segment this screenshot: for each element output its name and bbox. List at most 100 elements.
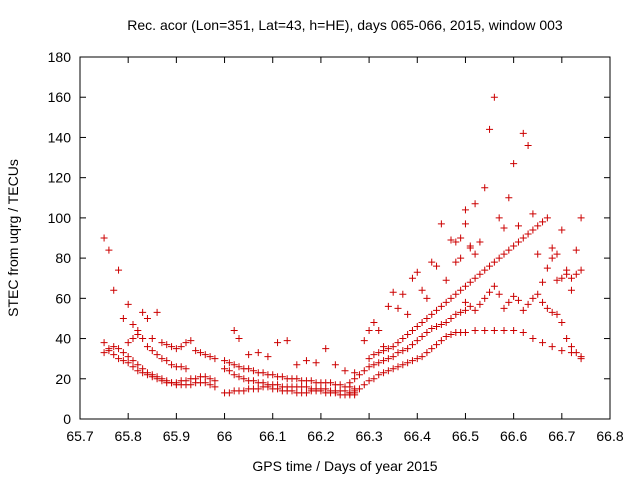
data-point xyxy=(428,325,436,332)
data-point xyxy=(211,383,219,391)
data-point xyxy=(375,349,383,357)
plot-frame xyxy=(79,56,611,420)
data-point xyxy=(510,292,518,300)
y-tick-label: 80 xyxy=(55,250,71,266)
data-point xyxy=(259,369,267,377)
data-point xyxy=(221,357,229,365)
data-point xyxy=(558,318,566,326)
data-point xyxy=(124,353,132,361)
data-point xyxy=(394,339,402,347)
data-point xyxy=(418,333,426,341)
data-point xyxy=(322,385,330,393)
data-point xyxy=(548,244,556,252)
data-point xyxy=(274,339,282,347)
data-point xyxy=(505,246,513,254)
data-point xyxy=(370,351,378,359)
data-point xyxy=(567,274,575,282)
data-point xyxy=(481,266,489,274)
data-point xyxy=(235,363,243,371)
data-point xyxy=(355,371,363,379)
x-tick-label: 66.6 xyxy=(500,428,527,444)
data-point xyxy=(182,365,190,373)
data-point xyxy=(408,357,416,365)
data-point xyxy=(129,335,137,343)
data-point xyxy=(577,214,585,222)
data-point xyxy=(115,345,123,353)
data-point xyxy=(264,353,272,361)
data-point xyxy=(428,258,436,266)
data-point xyxy=(148,335,156,343)
data-point xyxy=(418,353,426,361)
data-point xyxy=(529,335,537,343)
data-point xyxy=(360,367,368,375)
data-point xyxy=(259,379,267,387)
data-point xyxy=(370,361,378,369)
x-tick-label: 66.2 xyxy=(307,428,334,444)
data-point xyxy=(235,335,243,343)
data-point xyxy=(394,304,402,312)
data-point xyxy=(129,363,137,371)
data-point xyxy=(384,302,392,310)
data-point xyxy=(519,129,527,137)
data-point xyxy=(476,238,484,246)
data-point xyxy=(514,222,522,230)
data-point xyxy=(442,333,450,341)
data-points xyxy=(100,93,585,399)
data-point xyxy=(418,286,426,294)
data-point xyxy=(278,373,286,381)
data-point xyxy=(399,335,407,343)
data-point xyxy=(153,373,161,381)
data-point xyxy=(302,383,310,391)
data-point xyxy=(206,381,214,389)
data-point xyxy=(201,373,209,381)
data-point xyxy=(307,377,315,385)
data-point xyxy=(433,306,441,314)
x-axis-title: GPS time / Days of year 2015 xyxy=(252,458,437,474)
data-point xyxy=(461,282,469,290)
data-point xyxy=(457,254,465,262)
data-point xyxy=(182,339,190,347)
data-point xyxy=(274,381,282,389)
data-point xyxy=(447,236,455,244)
data-point xyxy=(524,141,532,149)
data-point xyxy=(553,250,561,258)
data-point xyxy=(139,365,147,373)
data-point xyxy=(163,357,171,365)
data-point xyxy=(519,234,527,242)
data-point xyxy=(447,314,455,322)
data-point xyxy=(490,258,498,266)
data-point xyxy=(442,318,450,326)
data-point xyxy=(399,361,407,369)
data-point xyxy=(394,363,402,371)
data-point xyxy=(172,345,180,353)
data-point xyxy=(495,290,503,298)
data-point xyxy=(148,347,156,355)
data-point xyxy=(360,337,368,345)
data-point xyxy=(423,329,431,337)
data-point xyxy=(177,343,185,351)
data-point xyxy=(143,343,151,351)
data-point xyxy=(461,329,469,337)
data-point xyxy=(408,327,416,335)
data-point xyxy=(413,355,421,363)
data-point xyxy=(514,296,522,304)
data-point xyxy=(490,282,498,290)
data-point xyxy=(365,355,373,363)
data-point xyxy=(245,351,253,359)
data-point xyxy=(399,347,407,355)
data-point xyxy=(365,377,373,385)
chart-title: Rec. acor (Lon=351, Lat=43, h=HE), days … xyxy=(127,17,563,33)
data-point xyxy=(423,294,431,302)
data-point xyxy=(543,264,551,272)
data-point xyxy=(115,355,123,363)
data-point xyxy=(249,367,257,375)
data-point xyxy=(139,308,147,316)
data-point xyxy=(539,298,547,306)
data-point xyxy=(529,210,537,218)
y-tick-label: 160 xyxy=(48,89,72,105)
data-point xyxy=(225,359,233,367)
data-point xyxy=(221,365,229,373)
data-point xyxy=(495,254,503,262)
data-point xyxy=(134,331,142,339)
data-point xyxy=(452,238,460,246)
